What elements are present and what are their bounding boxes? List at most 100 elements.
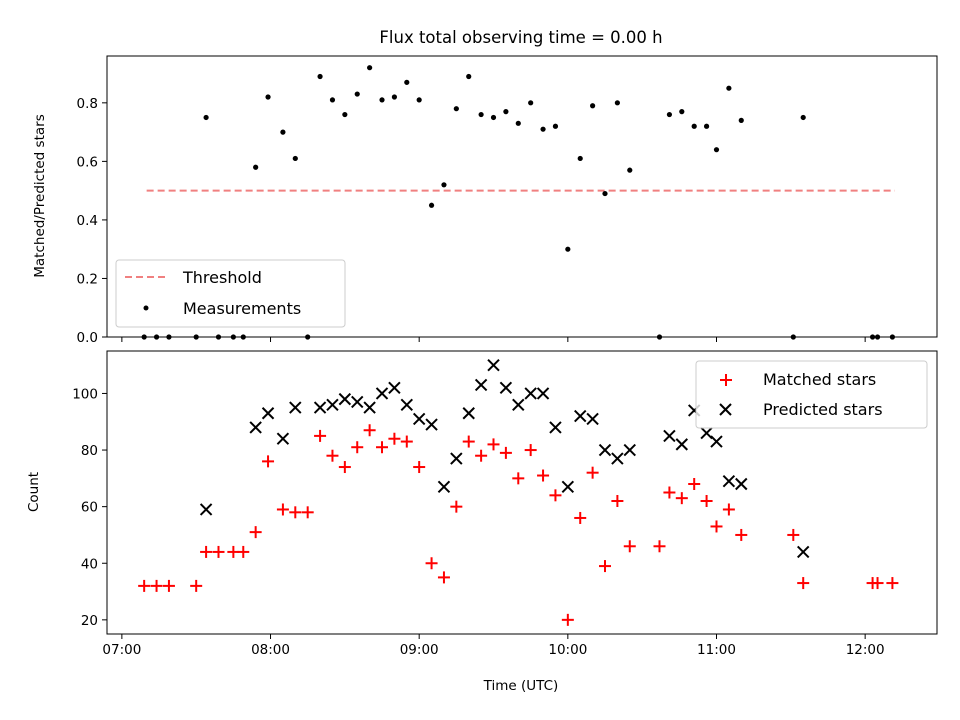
- x-tick-label: 09:00: [400, 642, 439, 658]
- matched-stars-point: [289, 506, 302, 519]
- ratio-legend: Threshold Measurements: [115, 259, 346, 328]
- predicted-stars-point: [797, 545, 810, 559]
- predicted-stars-point: [722, 474, 736, 488]
- measurement-point: [577, 155, 583, 162]
- predicted-stars-point: [561, 480, 575, 494]
- matched-stars-point: [237, 545, 250, 558]
- matched-stars-point: [537, 469, 550, 482]
- matched-stars-point: [787, 528, 800, 541]
- measurement-point: [691, 123, 697, 129]
- predicted-stars-point: [450, 452, 463, 465]
- matched-stars-point: [886, 577, 899, 590]
- measurement-point: [590, 103, 596, 109]
- matched-stars-point: [688, 478, 701, 491]
- top-y-axis-label: Matched/Predicted stars: [32, 114, 48, 277]
- measurement-point: [453, 106, 459, 112]
- measurement-point: [404, 79, 410, 85]
- matched-stars-point: [524, 444, 537, 457]
- measurement-point: [515, 120, 521, 126]
- predicted-stars-point: [735, 477, 748, 491]
- matched-stars-point: [549, 489, 562, 502]
- predicted-stars-point: [326, 398, 339, 411]
- legend-matched-swatch: [720, 374, 732, 386]
- matched-stars-point: [710, 520, 723, 533]
- predicted-stars-point: [289, 401, 302, 414]
- predicted-stars-point: [536, 387, 550, 400]
- measurement-point: [203, 114, 209, 121]
- matched-stars-point: [249, 526, 262, 539]
- measurement-point: [265, 94, 271, 100]
- x-tick-label: 08:00: [251, 642, 290, 658]
- matched-stars-point: [314, 429, 327, 442]
- y-tick-label: 0.2: [77, 271, 98, 287]
- measurement-point: [666, 111, 673, 118]
- matched-stars-point: [150, 579, 163, 592]
- matched-stars-point: [212, 545, 225, 558]
- matched-stars-point: [400, 435, 413, 448]
- predicted-stars-point: [313, 401, 327, 414]
- measurement-point: [342, 111, 348, 118]
- matched-stars-point: [338, 461, 351, 474]
- measurement-point: [528, 100, 534, 106]
- matched-stars-point: [623, 540, 636, 553]
- matched-stars-point: [462, 435, 475, 448]
- matched-stars-point: [413, 461, 426, 474]
- predicted-stars-point: [512, 398, 525, 411]
- ratio-panel: Flux total observing time = 0.00 h Match…: [32, 28, 938, 346]
- x-tick-label: 07:00: [102, 642, 141, 658]
- x-tick-label: 11:00: [697, 642, 736, 658]
- measurement-point: [503, 109, 509, 115]
- measurement-point: [441, 182, 447, 188]
- matched-stars-point: [138, 579, 151, 592]
- predicted-stars-point: [611, 452, 624, 465]
- ratio-axes: 0.0 0.2 0.4 0.6 0.8: [77, 55, 938, 346]
- matched-stars-point: [574, 511, 587, 524]
- matched-stars-point: [162, 579, 175, 592]
- x-tick-label: 10:00: [548, 642, 587, 658]
- matched-stars-point: [700, 494, 713, 507]
- measurement-point: [367, 65, 373, 71]
- matched-stars-point: [561, 613, 574, 626]
- predicted-stars-point: [499, 381, 513, 394]
- matched-stars-point: [200, 545, 213, 558]
- y-tick-label: 100: [72, 386, 98, 402]
- legend-measurements-label: Measurements: [183, 299, 301, 318]
- matched-stars-point: [599, 560, 611, 573]
- matched-stars-point: [653, 540, 666, 553]
- predicted-stars-point: [276, 432, 290, 445]
- count-plot-area: [138, 358, 899, 626]
- matched-stars-point: [487, 438, 500, 451]
- predicted-stars-point: [663, 429, 676, 443]
- measurement-point: [679, 109, 685, 115]
- predicted-stars-point: [199, 503, 213, 516]
- legend-box: [115, 259, 346, 328]
- matched-stars-point: [735, 528, 748, 541]
- predicted-stars-point: [549, 421, 562, 434]
- legend-matched-label: Matched stars: [763, 370, 876, 389]
- measurement-point: [428, 202, 435, 208]
- y-tick-label: 0.6: [77, 154, 98, 170]
- legend-predicted-label: Predicted stars: [763, 400, 883, 419]
- predicted-stars-point: [487, 358, 500, 372]
- matched-stars-point: [722, 503, 735, 516]
- legend-box: [695, 360, 928, 429]
- predicted-stars-point: [425, 418, 438, 431]
- matched-stars-point: [475, 449, 488, 462]
- predicted-stars-point: [412, 412, 426, 426]
- predicted-stars-point: [249, 421, 262, 434]
- legend-predicted-swatch: [719, 403, 732, 416]
- y-tick-label: 60: [81, 500, 98, 516]
- predicted-stars-point: [586, 412, 599, 426]
- axes-frame: [106, 350, 938, 635]
- count-panel: Count Time (UTC) 07:00 08:00 09:00 10:00 11:…: [26, 350, 938, 694]
- measurement-point: [738, 117, 744, 123]
- y-tick-label: 0.4: [77, 213, 98, 229]
- matched-stars-point: [376, 441, 389, 454]
- measurement-point: [713, 147, 720, 153]
- predicted-stars-point: [710, 435, 723, 448]
- measurement-point: [627, 167, 633, 173]
- matched-stars-point: [512, 472, 525, 485]
- predicted-stars-point: [675, 438, 689, 451]
- y-tick-label: 20: [81, 613, 98, 629]
